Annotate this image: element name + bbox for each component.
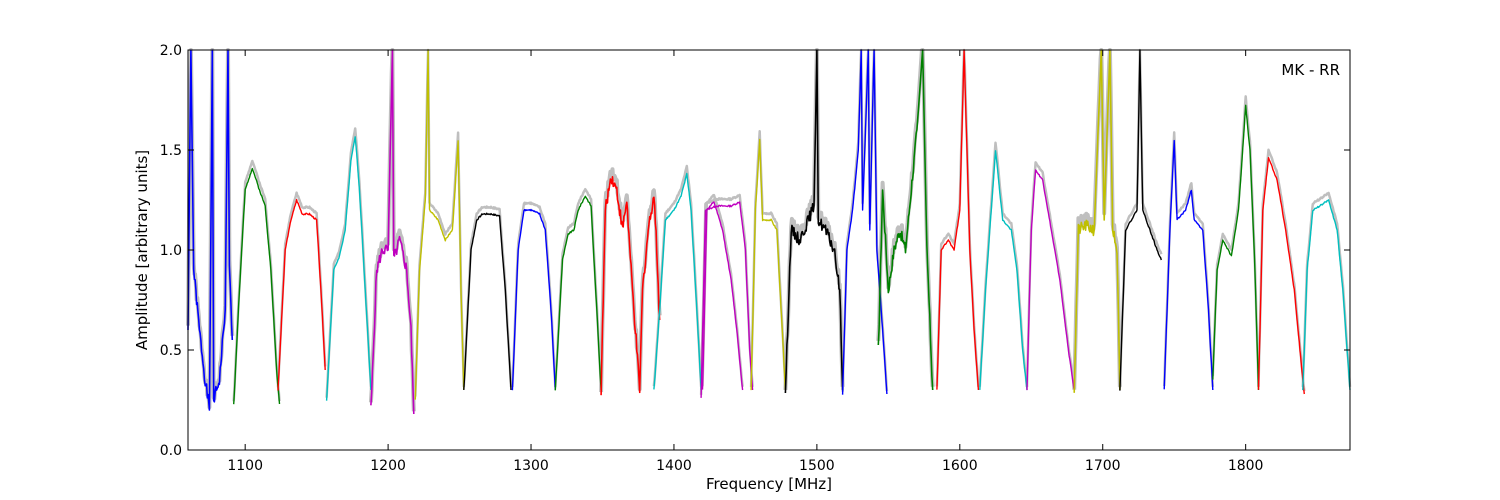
band-series-line (936, 49, 980, 391)
band-series-line (979, 150, 1028, 391)
x-tick-label: 1200 (370, 458, 406, 474)
band-series-line (187, 49, 234, 411)
y-tick-label: 0.0 (160, 443, 182, 459)
x-tick-label: 1800 (1228, 458, 1264, 474)
x-axis-ticks: 1100 1200 1300 1400 1500 1600 1700 1800 (227, 50, 1263, 474)
band-series-line (700, 201, 754, 398)
y-tick-label: 1.5 (160, 143, 182, 159)
y-tick-label: 1.0 (160, 243, 182, 259)
chart-annotation: MK - RR (1281, 61, 1340, 79)
band-series-line (1163, 139, 1214, 391)
x-tick-label: 1100 (227, 458, 263, 474)
band-series-line (1302, 199, 1351, 391)
band-series-line (554, 195, 602, 391)
band-series-line (1212, 104, 1260, 391)
band-series-line (1073, 49, 1121, 393)
band-series-line (511, 208, 556, 391)
band-series-line (325, 136, 372, 401)
band-series-line (877, 49, 934, 391)
band-series-line (600, 176, 661, 396)
x-tick-label: 1700 (1085, 458, 1121, 474)
band-series-line (1257, 157, 1305, 395)
band-series-line (701, 201, 744, 391)
y-tick-label: 0.5 (160, 343, 182, 359)
x-axis-label: Frequency [MHz] (706, 475, 832, 493)
band-series-line (1026, 169, 1075, 391)
y-axis-ticks: 0.0 0.5 1.0 1.5 2.0 (160, 43, 1350, 459)
band-series-line (750, 138, 787, 391)
band-series-line (233, 167, 281, 405)
x-tick-label: 1500 (799, 458, 835, 474)
band-series-line (653, 172, 702, 391)
background-trace (699, 193, 754, 395)
band-series-line (277, 198, 326, 391)
band-series-line (1119, 49, 1162, 391)
x-tick-label: 1400 (656, 458, 692, 474)
y-tick-label: 2.0 (160, 43, 182, 59)
y-axis-label: Amplitude [arbitrary units] (133, 150, 151, 350)
band-series-line (784, 49, 844, 394)
x-tick-label: 1300 (513, 458, 549, 474)
x-tick-label: 1600 (942, 458, 978, 474)
band-series-line (463, 212, 512, 391)
band-series-line (414, 49, 465, 400)
